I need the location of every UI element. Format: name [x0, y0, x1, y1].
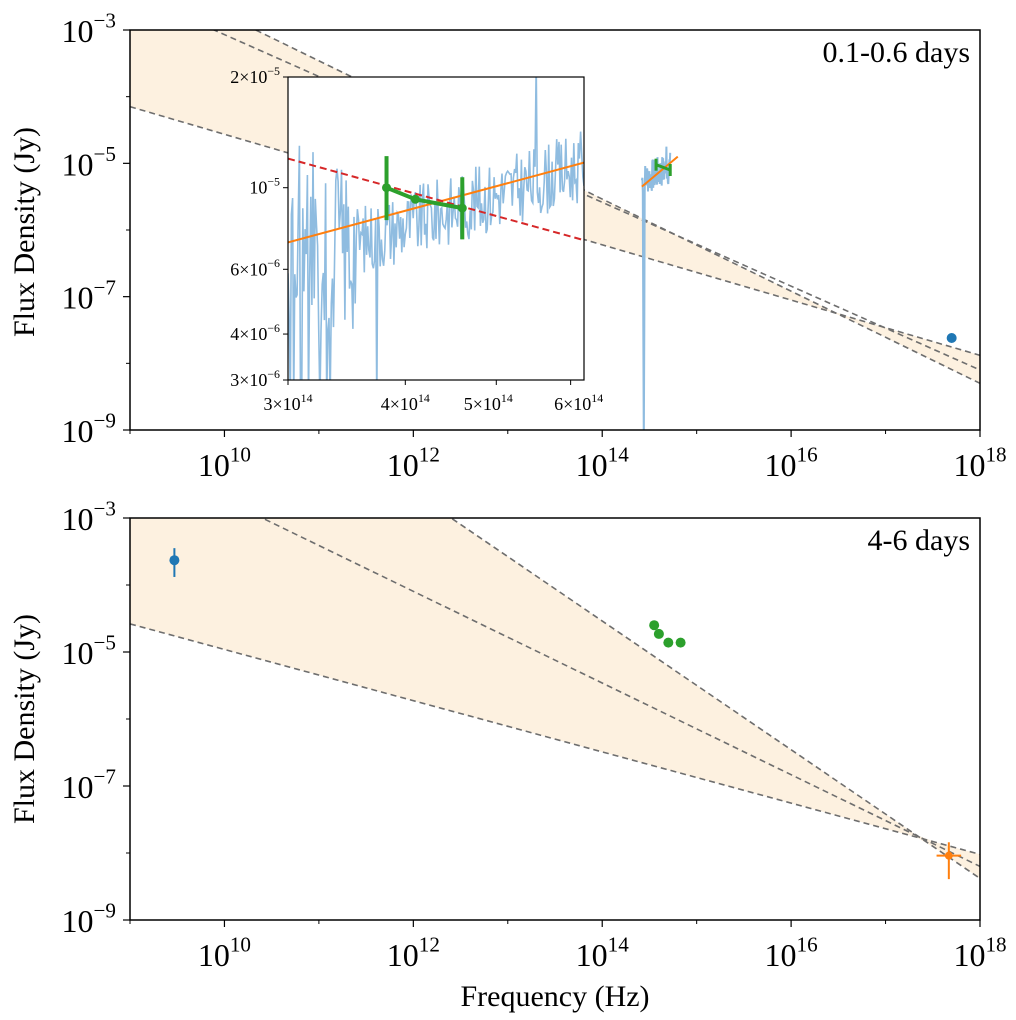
inset-y-tick-label: 2×10−5 — [230, 64, 280, 87]
model-line-1 — [449, 518, 980, 880]
x-tick-label: 1016 — [765, 443, 818, 483]
y-tick-label: 10−3 — [62, 9, 116, 49]
y-tick-label: 10−5 — [62, 142, 116, 182]
inset-dashed-line — [288, 157, 584, 242]
inset-spectrum — [288, 77, 584, 380]
bottom-ticks: 1010 1012 1014 1016 1018 10−3 10−5 10−7 10−9 — [62, 497, 1007, 973]
inset-y-tick-label: 10−5 — [249, 175, 280, 198]
y-tick-label: 10−9 — [62, 899, 116, 939]
optical-point — [653, 628, 664, 639]
model-line-2 — [260, 518, 980, 868]
inset-point — [382, 183, 392, 193]
x-tick-label: 1014 — [576, 443, 630, 483]
x-tick-label: 1016 — [765, 933, 818, 973]
inset-chart: 3×1014 4×1014 5×1014 6×1014 2×10−5 10−5 6×10−6… — [230, 64, 603, 414]
inset-x-tick-label: 5×1014 — [464, 391, 513, 414]
bottom-plot-content — [130, 518, 980, 880]
x-tick-label: 1012 — [387, 933, 440, 973]
bottom-panel: 1010 1012 1014 1016 1018 10−3 10−5 10−7 10−9 4-6… — [8, 497, 1007, 1013]
inset-ticks: 3×1014 4×1014 5×1014 6×1014 2×10−5 10−5 6×10−6… — [230, 64, 603, 414]
inset-y-tick-label: 4×10−6 — [230, 321, 280, 344]
x-tick-label: 1010 — [198, 933, 251, 973]
model-band — [130, 518, 980, 879]
x-tick-label: 1014 — [576, 933, 630, 973]
bottom-x-axis-label: Frequency (Hz) — [460, 980, 649, 1013]
y-tick-label: 10−5 — [62, 631, 116, 671]
y-tick-label: 10−3 — [62, 497, 116, 537]
optical-point — [675, 637, 686, 648]
inset-x-tick-label: 4×1014 — [381, 391, 430, 414]
bottom-y-axis-label: Flux Density (Jy) — [8, 614, 41, 824]
inset-y-tick-label: 6×10−6 — [230, 256, 280, 279]
y-tick-label: 10−9 — [62, 409, 116, 449]
top-panel: 1010 1012 1014 1016 1018 10−3 10−5 10−7 10−9 0.1… — [8, 9, 1007, 483]
x-tick-label: 1018 — [953, 443, 1006, 483]
inset-y-tick-label: 3×10−6 — [230, 367, 280, 390]
top-ticks: 1010 1012 1014 1016 1018 10−3 10−5 10−7 10−9 — [62, 9, 1007, 483]
optical-point — [649, 620, 660, 631]
inset-point — [410, 194, 420, 204]
inset-point — [457, 203, 467, 213]
xray-point — [946, 333, 957, 343]
optical-point — [663, 637, 674, 648]
inset-x-tick-label: 3×1014 — [263, 391, 312, 414]
inset-x-tick-label: 6×1014 — [554, 391, 603, 414]
bottom-panel-annotation: 4-6 days — [868, 524, 970, 557]
top-panel-annotation: 0.1-0.6 days — [823, 36, 970, 69]
x-tick-label: 1012 — [387, 443, 440, 483]
xray-point — [944, 851, 953, 860]
inset-plot-content — [288, 77, 584, 380]
y-tick-label: 10−7 — [62, 275, 116, 315]
y-tick-label: 10−7 — [62, 765, 116, 805]
optical-fit-line — [641, 155, 679, 188]
x-tick-label: 1010 — [198, 443, 251, 483]
optical-points-line — [655, 163, 671, 172]
model-line-3 — [130, 623, 980, 856]
top-y-axis-label: Flux Density (Jy) — [8, 127, 41, 337]
inset-axes-frame — [287, 76, 585, 381]
x-tick-label: 1018 — [953, 933, 1006, 973]
radio-point — [169, 555, 180, 566]
